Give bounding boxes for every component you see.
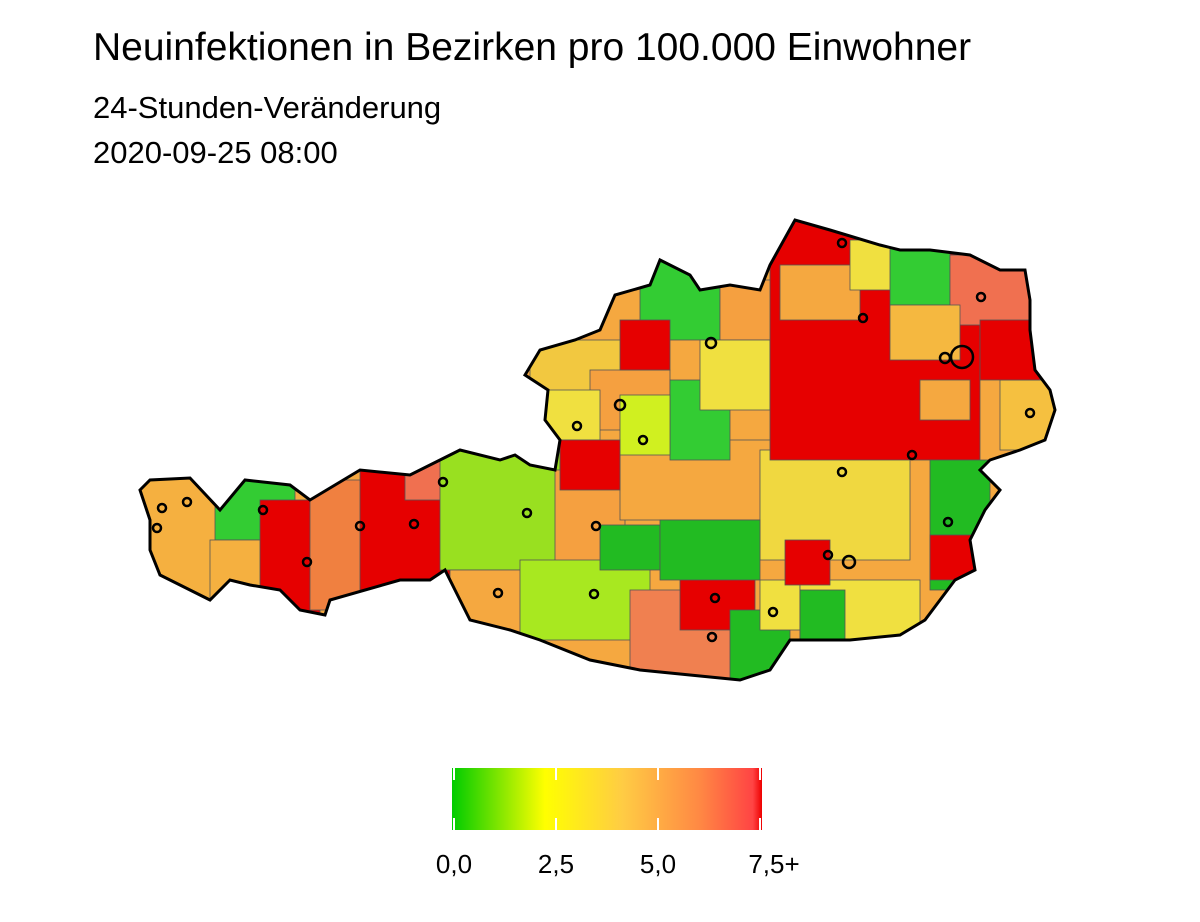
- map-subtitle: 2020-09-25 08:00: [93, 135, 338, 170]
- color-bar: [452, 768, 762, 830]
- legend-tick-label: 0,0: [436, 849, 472, 879]
- city-markers: [151, 237, 1036, 643]
- legend-tick-label: 5,0: [640, 849, 676, 879]
- map-title: Neuinfektionen in Bezirken pro 100.000 E…: [93, 26, 971, 69]
- color-legend: 0,0 2,5 5,0 7,5+: [436, 768, 800, 879]
- districts: [140, 220, 1055, 680]
- legend-tick-label: 2,5: [538, 849, 574, 879]
- legend-tick-label: 7,5+: [748, 849, 799, 879]
- map-subtitle: 24-Stunden-Veränderung: [93, 90, 441, 125]
